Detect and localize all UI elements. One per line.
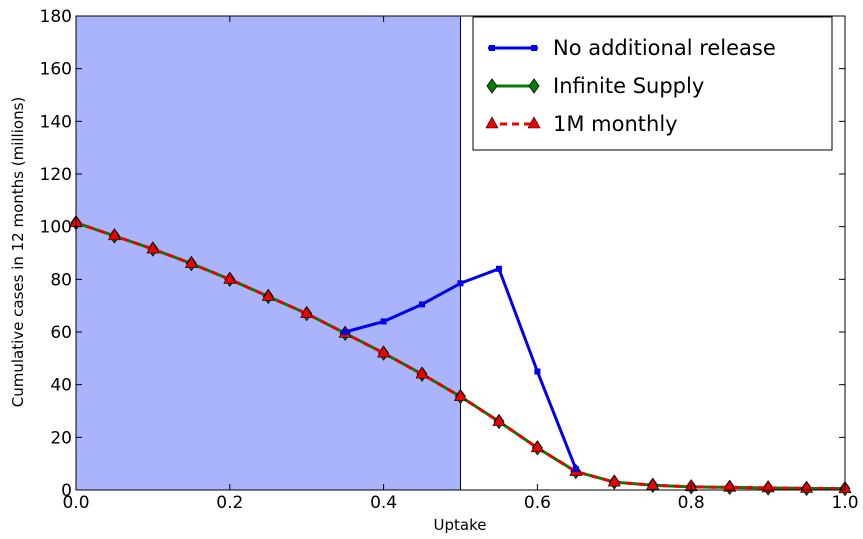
data-point <box>419 301 426 308</box>
legend-item: No additional release <box>488 36 776 60</box>
data-point <box>534 368 541 375</box>
data-point <box>380 318 387 325</box>
y-tick-label: 80 <box>50 270 72 290</box>
data-point <box>646 477 660 490</box>
data-point <box>300 305 314 318</box>
data-point <box>146 241 160 254</box>
series-no-additional-release <box>342 265 579 472</box>
data-point <box>184 255 198 268</box>
data-point <box>723 479 737 492</box>
y-tick-label: 180 <box>40 7 72 27</box>
data-point <box>377 345 391 358</box>
y-tick-label: 160 <box>40 60 72 80</box>
data-point <box>415 366 429 379</box>
y-tick-label: 20 <box>50 428 72 448</box>
data-point <box>531 45 537 51</box>
y-tick-label: 140 <box>40 112 72 132</box>
series-layer <box>69 215 852 497</box>
y-tick-label: 120 <box>40 165 72 185</box>
x-tick-label: 0.2 <box>216 493 243 513</box>
y-tick-label: 60 <box>50 323 72 343</box>
y-tick-label: 40 <box>50 376 72 396</box>
data-point <box>492 413 506 426</box>
data-point <box>453 388 468 401</box>
data-point <box>761 480 775 493</box>
data-point <box>489 45 495 51</box>
legend-label: No additional release <box>553 36 776 60</box>
data-point <box>223 271 237 284</box>
data-point <box>607 474 621 487</box>
data-point <box>261 288 275 301</box>
data-point <box>527 116 541 129</box>
data-point <box>342 329 349 335</box>
plot-frame <box>75 15 846 491</box>
y-axis-label: Cumulative cases in 12 months (millions) <box>9 97 27 408</box>
legend: No additional release Infinite Supply 1M m… <box>472 16 833 151</box>
x-axis-label: Uptake <box>434 516 487 534</box>
y-tick-label: 100 <box>40 218 72 238</box>
x-tick-label: 0.4 <box>370 493 397 513</box>
x-tick-label: 0.8 <box>678 493 705 513</box>
shaded-region-layer <box>76 16 461 490</box>
shaded-region <box>76 16 461 490</box>
data-point <box>495 265 502 272</box>
data-point <box>107 228 121 241</box>
y-tick-label: 0 <box>61 481 72 501</box>
data-point <box>572 465 579 472</box>
legend-item: 1M monthly <box>485 112 678 136</box>
legend-item: Infinite Supply <box>486 74 704 98</box>
axes-layer: 0.0 0.2 0.4 0.6 0.8 1.0 0 20 40 60 80 100 120 140 160 1… <box>40 7 859 513</box>
x-tick-label: 0.0 <box>62 493 89 513</box>
data-point <box>457 280 464 287</box>
data-point <box>485 116 499 129</box>
data-point <box>486 78 498 94</box>
data-point <box>530 440 544 453</box>
data-point <box>528 78 540 94</box>
legend-label: 1M monthly <box>553 112 678 136</box>
legend-label: Infinite Supply <box>553 74 704 98</box>
x-tick-label: 0.6 <box>524 493 551 513</box>
x-tick-label: 1.0 <box>831 493 858 513</box>
